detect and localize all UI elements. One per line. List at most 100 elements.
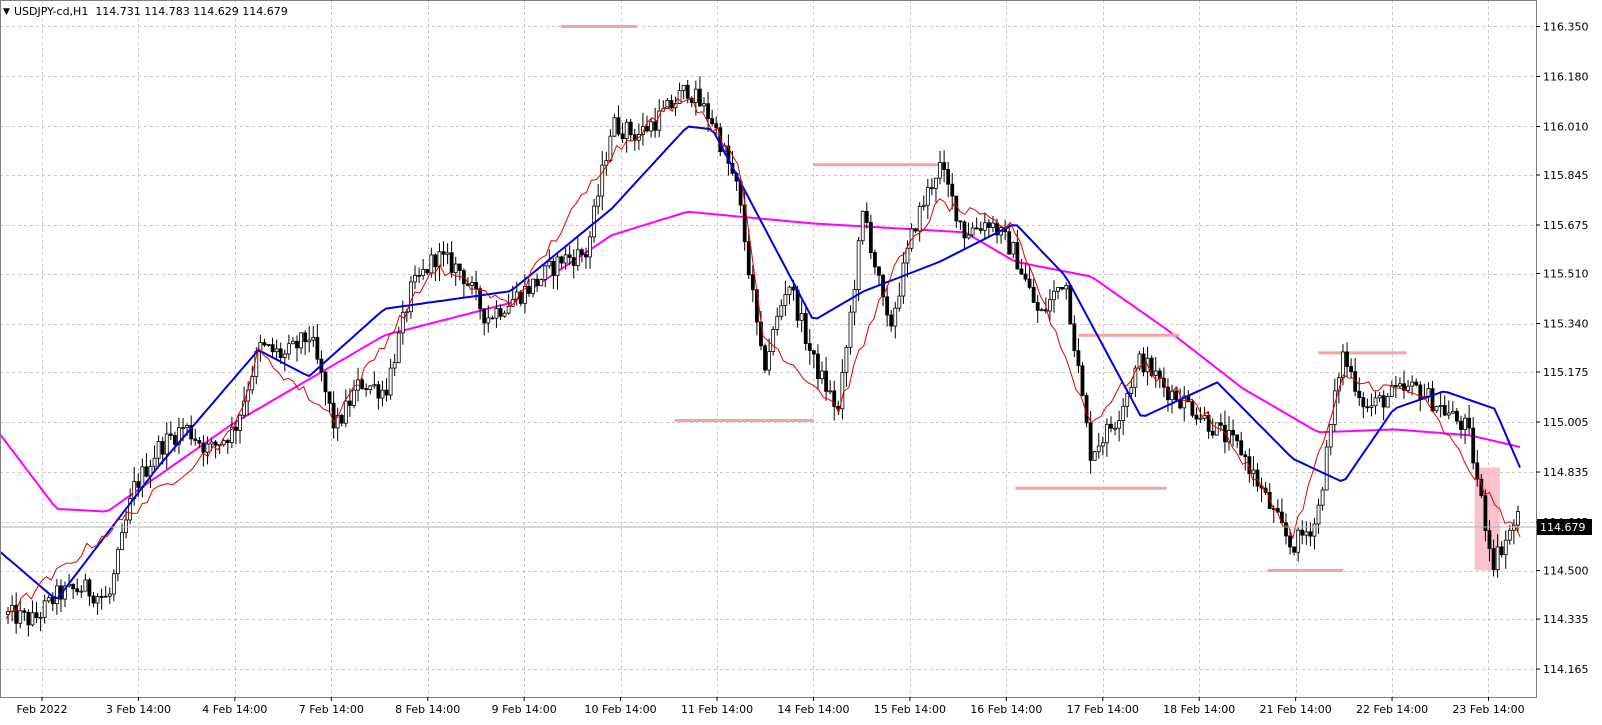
time-tick-label: 8 Feb 14:00 xyxy=(395,703,460,716)
moving-average-slow xyxy=(0,210,1521,513)
candle xyxy=(1288,529,1292,555)
candle xyxy=(877,266,881,286)
candle xyxy=(575,236,580,271)
candle xyxy=(832,380,837,421)
candle xyxy=(1312,517,1317,550)
time-tick-label: 23 Feb 14:00 xyxy=(1452,703,1524,716)
candle xyxy=(1292,546,1297,556)
candle xyxy=(1438,391,1443,418)
candle xyxy=(1125,389,1130,418)
candle xyxy=(958,220,963,230)
price-tick-label: 114.165 xyxy=(1543,663,1589,676)
candle xyxy=(282,349,287,372)
candle xyxy=(1459,415,1463,439)
candle xyxy=(816,344,820,391)
candle xyxy=(1284,513,1288,545)
candle xyxy=(1296,527,1301,562)
price-tick-label: 115.005 xyxy=(1543,416,1589,429)
candle xyxy=(343,389,348,428)
candle xyxy=(291,337,295,345)
candle xyxy=(864,202,869,229)
candle xyxy=(1113,421,1117,436)
candle xyxy=(653,107,658,138)
candle xyxy=(1035,294,1040,323)
candle xyxy=(1031,278,1036,303)
candle xyxy=(1275,499,1280,514)
candle xyxy=(596,184,601,215)
candle xyxy=(421,258,426,280)
candle xyxy=(1398,377,1402,388)
candle xyxy=(295,335,299,362)
candle xyxy=(856,236,861,302)
candle xyxy=(946,161,951,198)
candle xyxy=(1198,407,1203,424)
candle xyxy=(1365,398,1370,413)
candle xyxy=(828,380,833,395)
time-tick-label: 7 Feb 14:00 xyxy=(299,703,364,716)
time-tick-label: 15 Feb 14:00 xyxy=(874,703,946,716)
candle xyxy=(1251,456,1256,487)
candle xyxy=(1056,286,1060,300)
candle xyxy=(494,300,499,328)
candle xyxy=(152,445,157,470)
candle xyxy=(229,416,234,448)
candle xyxy=(807,329,812,365)
chart-menu-icon[interactable]: ▼ xyxy=(3,7,10,17)
candle xyxy=(1064,282,1069,300)
candle xyxy=(1076,338,1081,374)
candle xyxy=(584,247,588,269)
candle xyxy=(1499,540,1504,558)
candle xyxy=(234,420,238,445)
candle xyxy=(820,361,824,384)
candle xyxy=(193,428,198,446)
candle xyxy=(429,247,434,278)
moving-average-mid xyxy=(0,125,1521,600)
candle xyxy=(1039,307,1044,312)
time-tick-label: 22 Feb 14:00 xyxy=(1356,703,1428,716)
candle xyxy=(388,358,393,400)
time-axis[interactable]: Feb 2022 3 Feb 14:00 4 Feb 14:00 7 Feb 14:0… xyxy=(17,697,1525,716)
candle xyxy=(868,214,873,260)
candle xyxy=(79,585,84,598)
candle xyxy=(1320,486,1325,511)
candle xyxy=(311,325,316,348)
candle xyxy=(120,523,124,551)
candle xyxy=(197,436,202,448)
candle xyxy=(384,378,389,402)
candle xyxy=(164,422,169,469)
candle xyxy=(1446,400,1451,420)
candle xyxy=(1109,416,1113,433)
candle xyxy=(352,379,356,409)
candle xyxy=(168,421,173,441)
candle xyxy=(1304,521,1309,545)
candle xyxy=(498,304,503,321)
candle xyxy=(710,109,715,127)
time-tick-label: 21 Feb 14:00 xyxy=(1260,703,1332,716)
candle xyxy=(1048,289,1052,321)
candle xyxy=(83,573,88,592)
candle xyxy=(1434,405,1439,413)
candle xyxy=(873,249,877,275)
candle xyxy=(441,241,446,267)
candle xyxy=(1243,450,1248,471)
candle xyxy=(620,122,625,144)
candle xyxy=(1361,392,1366,419)
candle xyxy=(1491,539,1496,577)
price-grid xyxy=(0,0,1536,697)
candle xyxy=(1194,407,1199,426)
candle xyxy=(1080,362,1085,397)
candle xyxy=(201,435,206,467)
candle xyxy=(400,300,405,345)
candle xyxy=(38,611,43,632)
candle xyxy=(1235,434,1240,449)
candle xyxy=(144,453,149,478)
candle xyxy=(372,371,377,389)
candle xyxy=(1455,408,1459,425)
candle xyxy=(1381,390,1386,421)
price-tick-label: 116.180 xyxy=(1543,70,1589,83)
candle xyxy=(323,370,328,406)
candle xyxy=(860,210,865,245)
current-price-tag: 114.679 xyxy=(1537,519,1592,535)
candle xyxy=(775,307,780,336)
